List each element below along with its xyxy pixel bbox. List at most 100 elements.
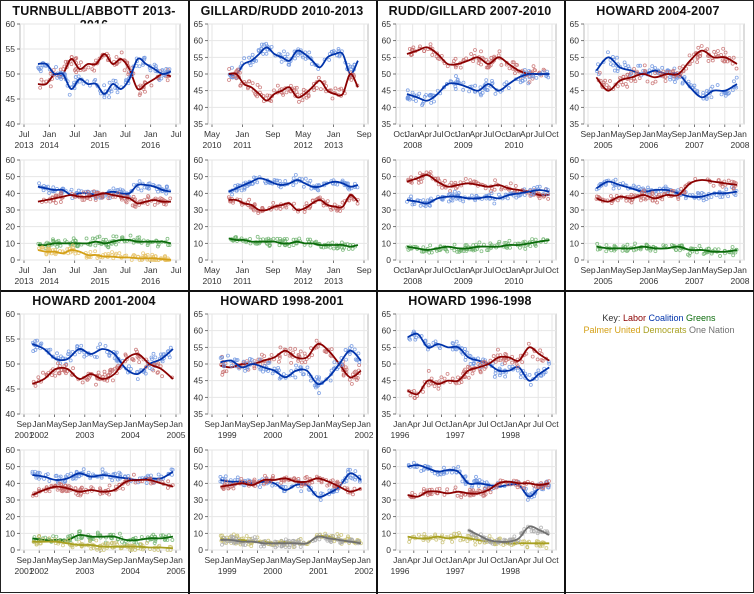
- x-tick-label: Jul: [120, 265, 131, 275]
- y-tick-label: 10: [382, 238, 392, 248]
- x-tick-label: Apr: [419, 265, 432, 275]
- y-tick-label: 55: [194, 342, 204, 352]
- y-tick-label: 55: [6, 44, 16, 54]
- x-tick-label: Jan: [78, 419, 92, 429]
- x-tick-label: Jan: [504, 419, 518, 429]
- x-tick-label: Jan: [144, 265, 158, 275]
- x-tick-label: Jan: [266, 555, 280, 565]
- x-tick-label: Sep: [341, 555, 356, 565]
- y-tick-label: 40: [194, 478, 204, 488]
- x-tick-year-label: 1997: [446, 430, 465, 440]
- y-tick-label: 30: [6, 495, 16, 505]
- y-tick-label: 60: [194, 326, 204, 336]
- x-tick-year-label: 2014: [40, 140, 59, 150]
- y-tick-label: 40: [6, 478, 16, 488]
- y-tick-label: 40: [382, 392, 392, 402]
- x-tick-label: Jan: [124, 555, 138, 565]
- x-tick-label: Sep: [62, 419, 77, 429]
- x-tick-label: Jan: [393, 419, 407, 429]
- x-tick-label: Jul: [483, 129, 494, 139]
- x-tick-label: Oct: [545, 419, 559, 429]
- x-tick-label: Sep: [153, 419, 168, 429]
- y-tick-label: 50: [570, 69, 580, 79]
- x-tick-label: Jan: [220, 419, 234, 429]
- y-tick-label: 20: [382, 512, 392, 522]
- x-tick-label: Sep: [265, 129, 280, 139]
- x-tick-label: Jan: [456, 129, 470, 139]
- x-tick-year-label: 2012: [294, 276, 313, 286]
- x-tick-year-label: 2002: [30, 430, 49, 440]
- y-tick-label: 0: [386, 545, 391, 555]
- x-tick-label: Jul: [69, 265, 80, 275]
- panel-title: HOWARD 2004-2007: [565, 4, 751, 18]
- x-tick-year-label: 2009: [454, 140, 473, 150]
- x-tick-label: May: [702, 129, 719, 139]
- y-tick-label: 40: [382, 102, 392, 112]
- x-tick-label: Jan: [42, 265, 56, 275]
- x-tick-label: Jul: [120, 129, 131, 139]
- y-tick-label: 45: [570, 86, 580, 96]
- x-tick-label: Oct: [545, 555, 559, 565]
- y-tick-label: 0: [198, 255, 203, 265]
- y-tick-label: 60: [570, 155, 580, 165]
- x-tick-label: Jan: [406, 129, 420, 139]
- x-tick-label: Apr: [469, 129, 482, 139]
- y-tick-label: 50: [194, 462, 204, 472]
- x-tick-label: Jul: [19, 129, 30, 139]
- y-tick-label: 10: [6, 528, 16, 538]
- y-tick-label: 50: [382, 359, 392, 369]
- x-tick-year-label: 2013: [324, 276, 343, 286]
- panel-title: HOWARD 2001-2004: [1, 294, 187, 308]
- x-tick-label: Oct: [490, 555, 504, 565]
- x-tick-label: May: [92, 555, 109, 565]
- x-tick-label: May: [295, 129, 312, 139]
- x-tick-label: Jan: [507, 129, 521, 139]
- x-tick-label: Oct: [490, 419, 504, 429]
- panel-title: RUDD/GILLARD 2007-2010: [377, 4, 563, 18]
- y-tick-label: 65: [570, 19, 580, 29]
- y-tick-label: 0: [10, 545, 15, 555]
- y-tick-label: 20: [194, 512, 204, 522]
- x-tick-year-label: 2015: [91, 276, 110, 286]
- y-tick-label: 60: [382, 445, 392, 455]
- x-tick-label: Jan: [312, 419, 326, 429]
- x-tick-year-label: 1996: [391, 430, 410, 440]
- y-tick-label: 65: [194, 309, 204, 319]
- x-tick-label: May: [280, 555, 297, 565]
- x-tick-label: Sep: [672, 265, 687, 275]
- x-tick-label: Apr: [520, 265, 533, 275]
- x-tick-year-label: 2012: [294, 140, 313, 150]
- y-tick-label: 60: [194, 445, 204, 455]
- x-tick-year-label: 2011: [233, 140, 252, 150]
- x-tick-label: May: [138, 555, 155, 565]
- x-tick-label: Jan: [642, 265, 656, 275]
- x-tick-label: Jan: [266, 419, 280, 429]
- x-tick-label: Jan: [327, 129, 341, 139]
- x-tick-label: Jul: [533, 555, 544, 565]
- x-tick-label: May: [280, 419, 297, 429]
- y-tick-label: 60: [194, 36, 204, 46]
- y-tick-label: 40: [570, 188, 580, 198]
- x-tick-label: Jan: [327, 265, 341, 275]
- y-tick-label: 35: [382, 409, 392, 419]
- y-tick-label: 20: [194, 222, 204, 232]
- x-tick-year-label: 1999: [218, 566, 237, 576]
- x-tick-label: Jul: [422, 555, 433, 565]
- x-tick-label: Oct: [435, 419, 449, 429]
- x-tick-label: Oct: [435, 555, 449, 565]
- y-tick-label: 45: [382, 376, 392, 386]
- x-tick-label: Jan: [688, 129, 702, 139]
- y-tick-label: 55: [6, 334, 16, 344]
- y-tick-label: 65: [194, 19, 204, 29]
- x-tick-year-label: 2013: [324, 140, 343, 150]
- x-tick-label: May: [326, 555, 343, 565]
- x-tick-label: Jan: [236, 129, 250, 139]
